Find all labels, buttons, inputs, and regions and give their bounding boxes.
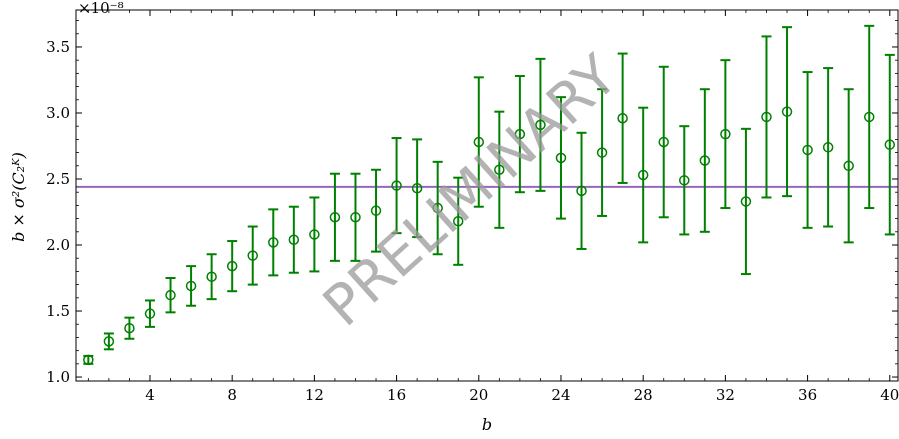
data-point: [514, 128, 526, 140]
data-point: [83, 354, 94, 366]
data-point: [740, 196, 752, 207]
x-tick-label: 28: [634, 386, 653, 404]
data-point: [309, 229, 320, 240]
data-point: [884, 139, 896, 150]
data-point: [822, 142, 834, 153]
x-tick-label: 20: [469, 386, 488, 404]
data-point: [288, 234, 300, 245]
plot-frame: [75, 9, 899, 382]
data-point: [452, 215, 464, 227]
data-point: [494, 164, 505, 176]
x-tick-label: 24: [551, 386, 570, 404]
data-point: [350, 212, 361, 223]
data-point: [473, 136, 485, 148]
x-tick-label: 12: [305, 386, 324, 404]
x-tick-label: 16: [387, 386, 406, 404]
y-tick-label: 1.5: [46, 302, 70, 320]
plot-area: [76, 24, 898, 366]
data-point: [617, 113, 628, 124]
y-offset-label: ×10⁻⁸: [78, 0, 124, 17]
data-point: [802, 144, 813, 156]
y-tick-label: 2.5: [46, 170, 70, 188]
data-point: [658, 136, 669, 148]
x-tick-label: 32: [716, 386, 735, 404]
data-point: [206, 271, 217, 282]
data-point: [165, 289, 176, 301]
y-axis-label: b × σ²(C₂ᴷ): [9, 152, 28, 242]
watermark: PRELIMINARY: [311, 43, 630, 340]
data-point: [555, 152, 567, 164]
data-point: [761, 111, 772, 123]
y-tick-label: 2.0: [46, 236, 70, 254]
data-point: [843, 160, 854, 172]
axes: 4 8 12 16 20 24 28 32 36 40 1.0 1.5 2.0 2.5 3.0 3.5: [46, 10, 899, 404]
x-tick-label: 4: [145, 386, 155, 404]
x-axis-label: b: [482, 415, 492, 434]
x-tick-label: 8: [227, 386, 237, 404]
data-point: [144, 308, 156, 319]
data-point: [185, 280, 197, 292]
y-tick-label: 1.0: [46, 368, 70, 386]
y-tick-label: 3.0: [46, 104, 70, 122]
data-point: [781, 106, 793, 117]
data-point: [391, 180, 402, 191]
y-tick-label: 3.5: [46, 38, 70, 56]
data-point: [124, 322, 135, 334]
data-point: [637, 169, 649, 181]
data-point: [576, 185, 587, 197]
data-point: [103, 336, 115, 347]
data-point: [329, 212, 341, 223]
data-point: [535, 119, 546, 131]
data-point: [226, 260, 238, 272]
data-point: [432, 202, 443, 214]
data-point: [247, 250, 258, 261]
x-tick-label: 40: [880, 386, 899, 404]
data-point: [720, 128, 731, 140]
data-point: [679, 175, 690, 186]
data-point: [863, 111, 875, 123]
data-point: [411, 182, 423, 194]
data-point: [268, 237, 279, 248]
data-point: [596, 147, 608, 158]
x-tick-label: 36: [798, 386, 817, 404]
data-point: [699, 155, 711, 166]
data-point: [370, 205, 382, 216]
